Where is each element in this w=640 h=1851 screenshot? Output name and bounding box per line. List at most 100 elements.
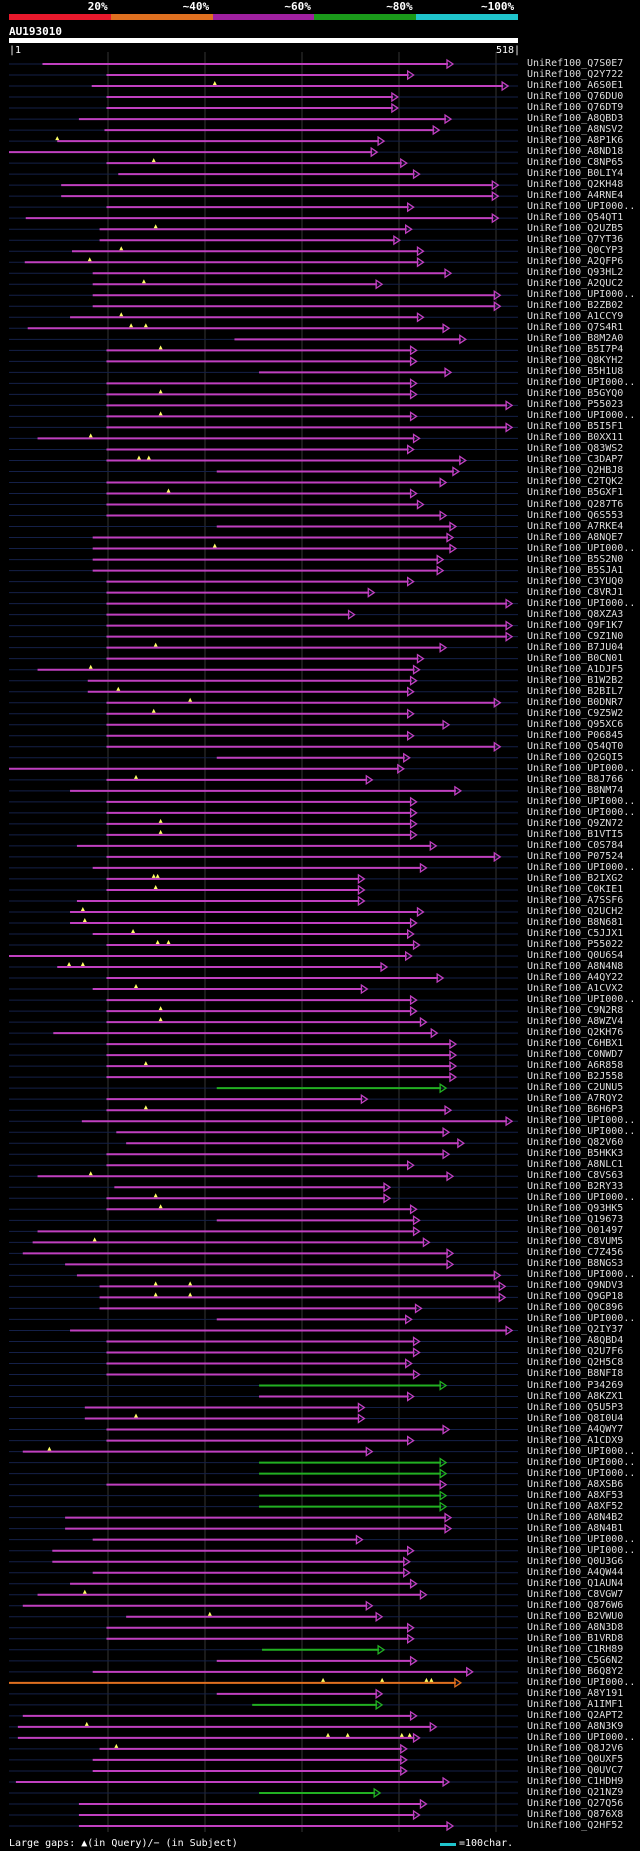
gap-marker (141, 279, 146, 284)
hit-label: UniRef100_B5S2N0 (527, 553, 624, 565)
hit-arrowhead (452, 466, 461, 477)
hit-label: UniRef100_B2RY33 (527, 1181, 624, 1193)
hit-label: UniRef100_Q93HK5 (527, 1203, 624, 1215)
hit-arrowhead (416, 257, 425, 268)
hit-arrowhead (409, 796, 418, 808)
gap-marker (134, 1413, 139, 1418)
hit-label: UniRef100_Q7YT36 (527, 234, 624, 246)
hit-label: UniRef100_UPI000.. (527, 762, 636, 774)
hit-arrowhead (416, 499, 425, 510)
hit-label: UniRef100_UPI000.. (527, 1456, 636, 1468)
hit-label: UniRef100_UPI000.. (527, 377, 636, 389)
hit-label: UniRef100_A2QFP6 (527, 256, 624, 268)
hit-arrowhead (442, 719, 451, 730)
hit-label: UniRef100_Q1AUN4 (527, 1577, 624, 1589)
hit-arrowhead (412, 168, 421, 180)
hit-arrowhead (360, 983, 369, 995)
hit-arrowhead (406, 1435, 415, 1446)
hit-arrowhead (412, 1336, 421, 1347)
hit-label: UniRef100_UPI000.. (527, 795, 636, 807)
hit-label: UniRef100_A1CDX9 (527, 1434, 624, 1446)
hit-arrowhead (422, 1237, 431, 1248)
hit-label: UniRef100_A8N4B2 (527, 1511, 624, 1523)
hit-label: UniRef100_B8J766 (527, 773, 624, 785)
hit-arrowhead (459, 334, 467, 345)
hit-label: UniRef100_C8NP65 (527, 157, 624, 169)
hit-arrowhead (409, 1710, 418, 1722)
gap-marker (67, 962, 72, 967)
hit-label: UniRef100_Q2KH76 (527, 1027, 624, 1039)
gap-marker (399, 1732, 404, 1737)
gap-marker (158, 1017, 163, 1022)
hit-label: UniRef100_C6HBX1 (527, 1038, 624, 1050)
hit-label: UniRef100_B2IXG2 (527, 872, 624, 884)
hit-arrowhead (383, 1182, 392, 1193)
gap-marker (82, 917, 87, 922)
hit-label: UniRef100_UPI000.. (527, 1115, 636, 1127)
hit-arrowhead (419, 1016, 428, 1028)
hit-arrowhead (454, 785, 463, 797)
hit-label: UniRef100_A8NQE7 (527, 531, 624, 543)
hit-arrowhead (409, 807, 418, 819)
hit-arrowhead (405, 950, 413, 962)
hit-arrowhead (365, 1446, 374, 1457)
hit-label: UniRef100_Q0UXF5 (527, 1753, 624, 1765)
hit-label: UniRef100_A1DJF5 (527, 663, 624, 675)
hit-label: UniRef100_C0S784 (527, 839, 624, 851)
gap-marker (119, 246, 124, 251)
hit-arrowhead (416, 245, 425, 257)
hit-label: UniRef100_B2BIL7 (527, 685, 624, 697)
hit-label: UniRef100_A8N4B1 (527, 1522, 624, 1534)
hit-arrowhead (439, 1380, 448, 1391)
gap-marker (345, 1732, 350, 1737)
hit-label: UniRef100_B0CN01 (527, 652, 624, 664)
hit-label: UniRef100_B5GXF1 (527, 487, 624, 499)
hit-label: UniRef100_A8N3K9 (527, 1720, 624, 1732)
hit-label: UniRef100_Q76DU0 (527, 91, 624, 103)
hit-arrowhead (444, 268, 453, 279)
gap-marker (424, 1677, 429, 1682)
identity-label: ~100% (481, 0, 515, 13)
hit-arrowhead (409, 675, 418, 686)
hit-arrowhead (430, 1027, 439, 1039)
hit-label: UniRef100_UPI000.. (527, 1533, 636, 1545)
hit-arrowhead (357, 884, 366, 896)
hit-arrowhead (439, 1479, 448, 1490)
identity-label: ~40% (182, 0, 210, 13)
hit-arrowhead (409, 411, 418, 422)
hit-label: UniRef100_UPI000.. (527, 1126, 636, 1138)
hit-arrowhead (505, 631, 514, 642)
hit-arrowhead (406, 928, 415, 940)
hit-label: UniRef100_Q2APT2 (527, 1709, 624, 1721)
hit-arrowhead (446, 1248, 455, 1259)
hit-label: UniRef100_C1RH89 (527, 1643, 624, 1655)
hit-arrowhead (493, 741, 502, 752)
hit-label: UniRef100_A4RNE4 (527, 190, 624, 202)
hit-arrowhead (406, 444, 415, 455)
hit-label: UniRef100_Q8I0U4 (527, 1412, 624, 1424)
hit-arrowhead (444, 1104, 453, 1116)
hit-arrowhead (391, 102, 400, 114)
gap-marker (143, 1105, 148, 1110)
hit-label: UniRef100_Q83WS2 (527, 443, 624, 455)
hit-arrowhead (409, 994, 418, 1006)
identity-band (314, 14, 417, 20)
hit-arrowhead (491, 179, 500, 191)
gap-marker (158, 1204, 163, 1209)
hit-label: UniRef100_Q2KH48 (527, 179, 624, 191)
hit-arrowhead (400, 1754, 408, 1766)
hit-label: UniRef100_Q8KYH2 (527, 355, 624, 367)
hit-label: UniRef100_P55023 (527, 399, 624, 411)
gap-marker (407, 1732, 412, 1737)
hit-label: UniRef100_Q54QT1 (527, 212, 624, 224)
identity-band (416, 14, 518, 20)
hit-label: UniRef100_C9Z1N0 (527, 630, 624, 642)
hit-arrowhead (409, 818, 418, 830)
hit-label: UniRef100_Q8XZA3 (527, 608, 624, 620)
hit-arrowhead (449, 521, 458, 532)
hit-arrowhead (377, 135, 386, 147)
hit-arrowhead (380, 961, 389, 973)
hit-label: UniRef100_Q2H5C8 (527, 1357, 624, 1369)
hit-arrowhead (442, 1424, 451, 1435)
hit-label: UniRef100_C2UNU5 (527, 1082, 624, 1094)
